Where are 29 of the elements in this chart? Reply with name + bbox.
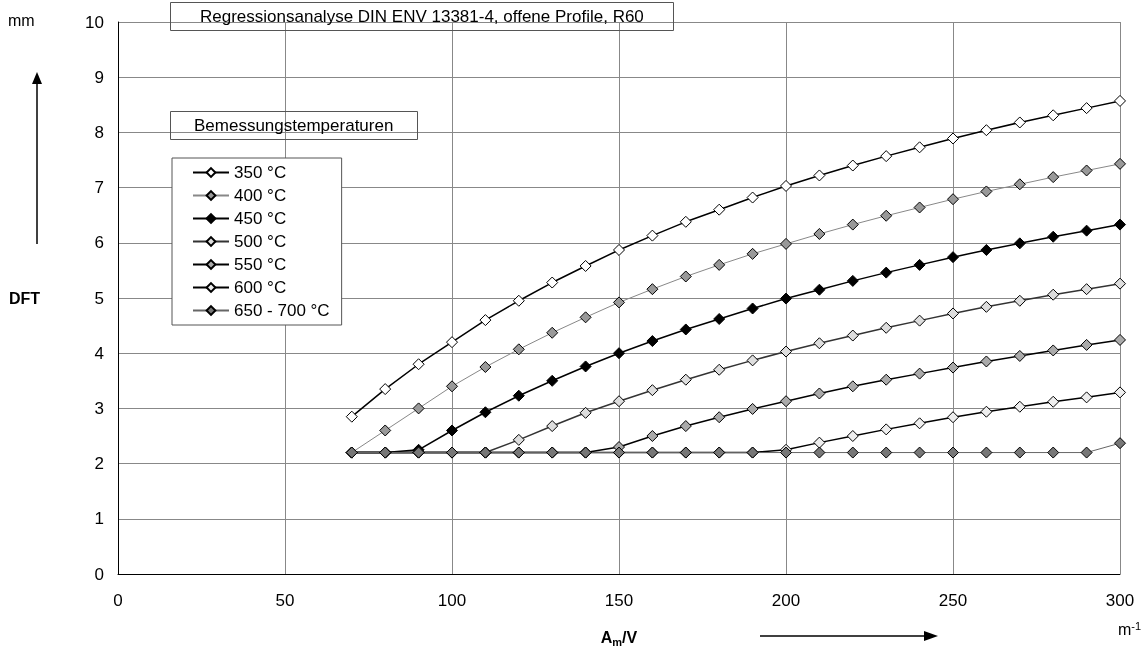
legend-label: 450 °C <box>234 209 287 228</box>
legend-label: 500 °C <box>234 232 287 251</box>
y-tick-label: 2 <box>94 454 104 474</box>
y-tick-label: 1 <box>94 509 104 529</box>
legend-title: Bemessungstemperaturen <box>194 116 394 135</box>
chart-title: Regressionsanalyse DIN ENV 13381-4, offene Profile, R60 <box>200 7 644 26</box>
x-tick-label: 200 <box>771 591 801 610</box>
text: mm <box>8 11 35 29</box>
y-axis-title: DFT <box>8 289 41 307</box>
y-tick-label: 5 <box>94 288 104 308</box>
y-tick-label: 8 <box>94 122 104 142</box>
y-tick-label: 10 <box>85 12 104 32</box>
x-tick-label: 0 <box>113 591 123 610</box>
x-tick-label: 100 <box>437 591 467 610</box>
y-tick-label: 6 <box>94 233 104 253</box>
x-tick-label: 300 <box>1105 591 1135 610</box>
y-tick-label: 9 <box>94 67 104 87</box>
legend-label: 600 °C <box>234 278 287 297</box>
legend-label: 650 - 700 °C <box>234 301 330 320</box>
legend-label: 550 °C <box>234 255 287 274</box>
y-tick-label: 4 <box>94 343 104 363</box>
y-tick-label: 0 <box>94 564 104 584</box>
y-tick-label: 3 <box>94 398 104 418</box>
x-tick-label: 250 <box>938 591 968 610</box>
legend-label: 400 °C <box>234 186 287 205</box>
legend-label: 350 °C <box>234 163 287 182</box>
x-tick-label: 150 <box>604 591 634 610</box>
y-tick-label: 7 <box>94 178 104 198</box>
x-tick-label: 50 <box>275 591 295 610</box>
